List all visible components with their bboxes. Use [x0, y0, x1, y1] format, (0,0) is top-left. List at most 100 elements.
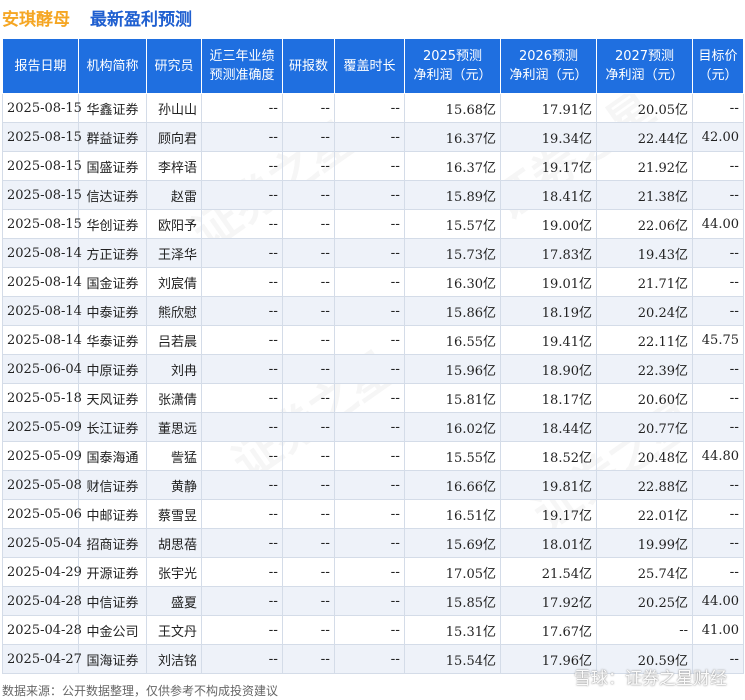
- profit-2025-cell: 16.37亿: [404, 122, 501, 152]
- reports-count-cell: --: [282, 557, 335, 587]
- profit-2027-cell: 20.24亿: [596, 296, 693, 326]
- report-date-cell: 2025-04-29: [2, 557, 82, 587]
- coverage-cell: --: [334, 470, 405, 500]
- profit-2025-cell: 16.66亿: [404, 470, 501, 500]
- header-profit-2026[interactable]: 2026预测 净利润（元）: [500, 38, 597, 94]
- profit-2027-cell: 20.25亿: [596, 586, 693, 616]
- page-title: 最新盈利预测: [90, 10, 192, 30]
- accuracy-cell: --: [201, 383, 283, 413]
- profit-2027-cell: 20.48亿: [596, 441, 693, 471]
- profit-2027-cell: 19.99亿: [596, 528, 693, 558]
- target-price-cell: --: [692, 180, 744, 210]
- profit-2026-cell: 18.52亿: [500, 441, 597, 471]
- profit-2026-cell: 19.41亿: [500, 325, 597, 355]
- header-reports[interactable]: 研报数: [282, 38, 335, 94]
- profit-2026-cell: 21.54亿: [500, 557, 597, 587]
- reports-count-cell: --: [282, 93, 335, 123]
- coverage-cell: --: [334, 238, 405, 268]
- coverage-cell: --: [334, 586, 405, 616]
- target-price-cell: 44.00: [692, 209, 744, 239]
- coverage-cell: --: [334, 499, 405, 529]
- profit-2027-cell: 21.92亿: [596, 151, 693, 181]
- accuracy-cell: --: [201, 180, 283, 210]
- table-row: 2025-08-15 华创证券 欧阳予 -- -- -- 15.57亿 19.00亿 22.06…: [2, 209, 744, 239]
- report-date-cell: 2025-05-09: [2, 412, 82, 442]
- target-price-cell: 44.80: [692, 441, 744, 471]
- header-profit-2025[interactable]: 2025预测 净利润（元）: [404, 38, 501, 94]
- reports-count-cell: --: [282, 325, 335, 355]
- profit-2025-cell: 16.30亿: [404, 267, 501, 297]
- reports-count-cell: --: [282, 296, 335, 326]
- profit-2027-cell: 20.60亿: [596, 383, 693, 413]
- profit-2026-cell: 17.91亿: [500, 93, 597, 123]
- header-date[interactable]: 报告日期: [2, 38, 79, 94]
- profit-2027-cell: 20.05亿: [596, 93, 693, 123]
- profit-2027-cell: --: [596, 615, 693, 645]
- reports-count-cell: --: [282, 209, 335, 239]
- analyst-cell: 黄静: [146, 470, 202, 500]
- institution-cell: 中金公司: [78, 615, 147, 645]
- report-date-cell: 2025-08-14: [2, 296, 82, 326]
- institution-cell: 国金证券: [78, 267, 147, 297]
- profit-2025-cell: 15.54亿: [404, 644, 501, 674]
- target-price-cell: --: [692, 296, 744, 326]
- header-profit-2027[interactable]: 2027预测 净利润（元）: [596, 38, 693, 94]
- table-row: 2025-08-15 国盛证券 李梓语 -- -- -- 16.37亿 19.17亿 21.92…: [2, 151, 744, 181]
- target-price-cell: --: [692, 267, 744, 297]
- report-date-cell: 2025-04-28: [2, 615, 82, 645]
- analyst-cell: 孙山山: [146, 93, 202, 123]
- header-coverage[interactable]: 覆盖时长: [334, 38, 405, 94]
- profit-2026-cell: 19.17亿: [500, 151, 597, 181]
- coverage-cell: --: [334, 383, 405, 413]
- accuracy-cell: --: [201, 470, 283, 500]
- profit-2026-cell: 19.01亿: [500, 267, 597, 297]
- xueqiu-logo: 雪球：证券之星财经: [574, 669, 727, 689]
- analyst-cell: 董思远: [146, 412, 202, 442]
- header-target-price[interactable]: 目标价 （元）: [692, 38, 744, 94]
- header-accuracy[interactable]: 近三年业绩 预测准确度: [201, 38, 283, 94]
- profit-2027-cell: 22.06亿: [596, 209, 693, 239]
- coverage-cell: --: [334, 151, 405, 181]
- reports-count-cell: --: [282, 412, 335, 442]
- report-date-cell: 2025-08-15: [2, 151, 82, 181]
- reports-count-cell: --: [282, 441, 335, 471]
- reports-count-cell: --: [282, 586, 335, 616]
- report-date-cell: 2025-04-28: [2, 586, 82, 616]
- profit-2026-cell: 18.01亿: [500, 528, 597, 558]
- target-price-cell: --: [692, 470, 744, 500]
- table-row: 2025-08-15 信达证券 赵雷 -- -- -- 15.89亿 18.41亿 21.38亿…: [2, 180, 744, 210]
- analyst-cell: 欧阳予: [146, 209, 202, 239]
- analyst-cell: 李梓语: [146, 151, 202, 181]
- analyst-cell: 訾猛: [146, 441, 202, 471]
- coverage-cell: --: [334, 122, 405, 152]
- institution-cell: 中邮证券: [78, 499, 147, 529]
- institution-cell: 中信证券: [78, 586, 147, 616]
- report-date-cell: 2025-08-15: [2, 93, 82, 123]
- coverage-cell: --: [334, 441, 405, 471]
- profit-2026-cell: 19.34亿: [500, 122, 597, 152]
- table-row: 2025-08-14 华泰证券 吕若晨 -- -- -- 16.55亿 19.41亿 22.11…: [2, 325, 744, 355]
- reports-count-cell: --: [282, 151, 335, 181]
- profit-2025-cell: 15.86亿: [404, 296, 501, 326]
- profit-2026-cell: 18.17亿: [500, 383, 597, 413]
- analyst-cell: 张潇倩: [146, 383, 202, 413]
- accuracy-cell: --: [201, 557, 283, 587]
- reports-count-cell: --: [282, 615, 335, 645]
- title-bar: 安琪酵母 最新盈利预测: [0, 0, 745, 36]
- profit-2026-cell: 17.67亿: [500, 615, 597, 645]
- institution-cell: 群益证券: [78, 122, 147, 152]
- accuracy-cell: --: [201, 499, 283, 529]
- forecast-table: 报告日期 机构简称 研究员 近三年业绩 预测准确度 研报数 覆盖时长 2025预测…: [2, 38, 744, 674]
- target-price-cell: 44.00: [692, 586, 744, 616]
- profit-2026-cell: 19.17亿: [500, 499, 597, 529]
- target-price-cell: --: [692, 557, 744, 587]
- target-price-cell: --: [692, 238, 744, 268]
- profit-2027-cell: 22.11亿: [596, 325, 693, 355]
- accuracy-cell: --: [201, 586, 283, 616]
- table-row: 2025-04-28 中信证券 盛夏 -- -- -- 15.85亿 17.92亿 20.25亿…: [2, 586, 744, 616]
- header-institution[interactable]: 机构简称: [78, 38, 147, 94]
- table-row: 2025-05-04 招商证券 胡思蓓 -- -- -- 15.69亿 18.01亿 19.99…: [2, 528, 744, 558]
- analyst-cell: 吕若晨: [146, 325, 202, 355]
- profit-2026-cell: 17.92亿: [500, 586, 597, 616]
- header-analyst[interactable]: 研究员: [146, 38, 202, 94]
